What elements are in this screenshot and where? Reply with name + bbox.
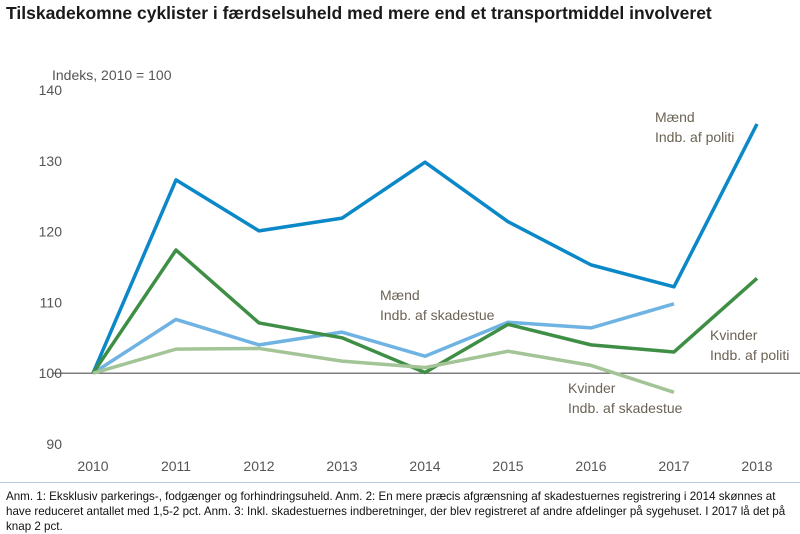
series-label: Kvinder <box>568 380 616 396</box>
series-label: Indb. af politi <box>710 347 789 363</box>
series-label: Mænd <box>655 109 695 125</box>
series-label: Indb. af skadestue <box>380 307 495 323</box>
x-tick-label: 2011 <box>161 458 191 474</box>
separator <box>0 482 800 483</box>
series-line-2 <box>91 248 759 375</box>
chart-title: Tilskadekomne cyklister i færdselsuheld … <box>6 3 712 23</box>
x-tick-label: 2018 <box>741 458 772 474</box>
x-tick-label: 2013 <box>326 458 357 474</box>
series-line-0 <box>91 123 759 374</box>
y-tick-label: 120 <box>39 224 63 240</box>
series-label: Kvinder <box>710 327 758 343</box>
y-tick-label: 130 <box>39 153 63 169</box>
line-chart: Indeks, 2010 = 100 90 100 110 120 130 140 2010 2… <box>39 67 800 474</box>
x-tick-label: 2010 <box>77 458 108 474</box>
series-line-1 <box>92 302 675 375</box>
series-label: Indb. af skadestue <box>568 400 683 416</box>
y-axis-label: Indeks, 2010 = 100 <box>52 67 172 83</box>
x-tick-label: 2017 <box>658 458 689 474</box>
x-tick-label: 2012 <box>243 458 274 474</box>
series-label: Mænd <box>380 287 420 303</box>
y-tick-label: 100 <box>39 365 63 381</box>
y-tick-label: 90 <box>46 436 62 452</box>
x-tick-label: 2016 <box>575 458 606 474</box>
series-label: Indb. af politi <box>655 129 734 145</box>
chart-notes: Anm. 1: Eksklusiv parkerings-, fodgænger… <box>6 490 786 533</box>
series-line-3 <box>92 346 675 394</box>
x-tick-label: 2014 <box>409 458 440 474</box>
x-tick-label: 2015 <box>492 458 523 474</box>
y-tick-label: 140 <box>39 82 63 98</box>
y-tick-label: 110 <box>40 294 63 310</box>
